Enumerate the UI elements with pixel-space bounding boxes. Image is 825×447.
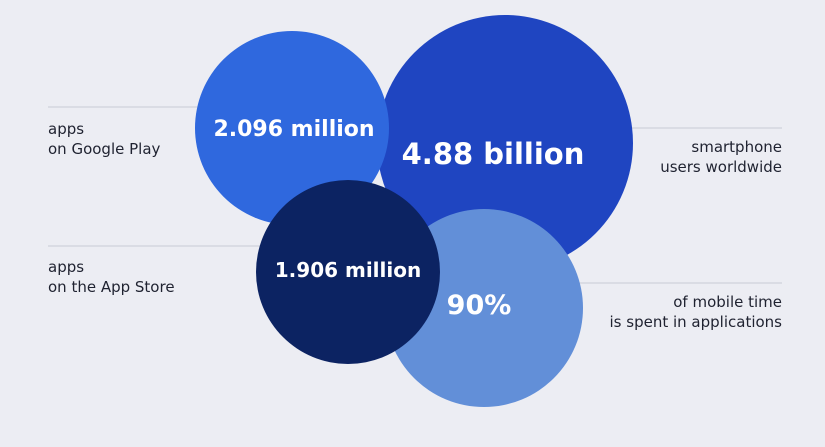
app-store-label: apps on the App Store (48, 257, 175, 297)
app-store-bubble (256, 180, 440, 364)
google-play-bubble (195, 31, 389, 225)
app-store-label-line-2: on the App Store (48, 278, 175, 296)
google-play-label-line-2: on Google Play (48, 140, 161, 158)
google-play-label-line-1: apps (48, 120, 85, 138)
app-store-value: 1.906 million (275, 258, 421, 282)
mobile-time-label-line-1: of mobile time (673, 293, 782, 311)
smartphone-users-label-line-2: users worldwide (660, 158, 782, 176)
smartphone-users-label-line-1: smartphone (691, 138, 782, 156)
smartphone-users-value: 4.88 billion (402, 137, 585, 171)
mobile-time-label: of mobile time is spent in applications (610, 292, 782, 332)
google-play-label: apps on Google Play (48, 119, 160, 159)
mobile-time-value: 90% (447, 290, 512, 321)
smartphone-users-bubble (377, 15, 633, 271)
mobile-time-label-line-2: is spent in applications (609, 313, 782, 331)
google-play-value: 2.096 million (213, 117, 374, 142)
app-store-label-line-1: apps (48, 258, 85, 276)
smartphone-users-label: smartphone users worldwide (660, 137, 782, 177)
